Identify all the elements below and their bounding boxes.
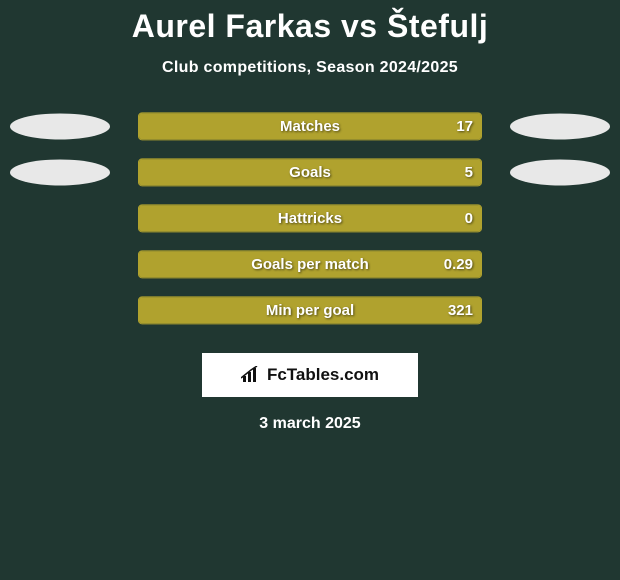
stat-bar-track: Hattricks 0: [138, 204, 482, 232]
stat-row: Min per goal 321: [0, 289, 620, 335]
stat-row: Hattricks 0: [0, 197, 620, 243]
stat-row: Matches 17: [0, 105, 620, 151]
stat-row: Goals per match 0.29: [0, 243, 620, 289]
stat-label: Goals per match: [251, 256, 369, 273]
stat-label: Min per goal: [266, 302, 354, 319]
footer-date: 3 march 2025: [0, 415, 620, 433]
stat-bar-track: Goals 5: [138, 158, 482, 186]
player-badge-right: [510, 159, 610, 185]
bar-chart-icon: [241, 366, 261, 384]
brand-text: FcTables.com: [267, 365, 379, 385]
stat-value-right: 5: [465, 164, 473, 181]
brand-box: FcTables.com: [202, 353, 418, 397]
stat-bar-track: Goals per match 0.29: [138, 250, 482, 278]
stat-label: Hattricks: [278, 210, 342, 227]
stat-value-right: 0: [465, 210, 473, 227]
stat-bar-track: Matches 17: [138, 112, 482, 140]
comparison-chart: Matches 17 Goals 5 Hattricks 0 Goals per match…: [0, 105, 620, 335]
player-badge-left: [10, 113, 110, 139]
page-title: Aurel Farkas vs Štefulj: [0, 0, 620, 45]
page-subtitle: Club competitions, Season 2024/2025: [0, 59, 620, 77]
player-badge-right: [510, 113, 610, 139]
stat-label: Matches: [280, 118, 340, 135]
stat-row: Goals 5: [0, 151, 620, 197]
player-badge-left: [10, 159, 110, 185]
stat-value-right: 321: [448, 302, 473, 319]
stat-label: Goals: [289, 164, 331, 181]
stat-value-right: 17: [456, 118, 473, 135]
stat-value-right: 0.29: [444, 256, 473, 273]
stat-bar-track: Min per goal 321: [138, 296, 482, 324]
